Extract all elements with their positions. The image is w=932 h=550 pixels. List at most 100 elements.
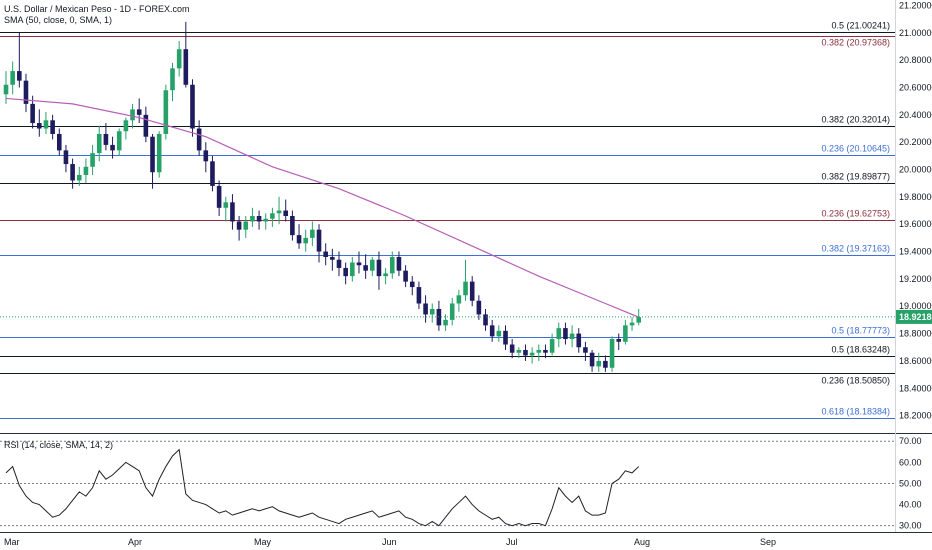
candle-body <box>409 281 415 288</box>
candle-body <box>296 235 302 244</box>
candle-body <box>290 216 295 236</box>
rsi-pane-legend: RSI (14, close, SMA, 14, 2) <box>4 440 113 451</box>
time-tick-label: Jul <box>506 537 518 547</box>
candle-body <box>263 218 269 222</box>
candle-body <box>416 287 422 304</box>
candle-body <box>356 262 362 266</box>
candle-body <box>96 133 102 154</box>
price-tick-label: 19.20000 <box>899 274 932 284</box>
candle-body <box>576 333 582 348</box>
price-tick-label: 20.20000 <box>899 137 932 147</box>
candle-body <box>310 229 315 238</box>
candle-body <box>330 257 335 260</box>
candles-layer <box>3 21 641 372</box>
fib-level-label: 0.382 (20.97368) <box>821 38 890 48</box>
sma-line <box>5 97 639 318</box>
candle-body <box>516 349 522 353</box>
candle-body <box>443 319 448 326</box>
candle-body <box>336 259 342 268</box>
candle-body <box>623 325 628 342</box>
price-tick-label: 19.60000 <box>899 219 932 229</box>
last-price-label: 18.92184 <box>899 312 932 322</box>
candle-body <box>543 349 548 353</box>
candle-body <box>116 131 122 151</box>
rsi-tick-label: 40.00 <box>899 500 922 510</box>
candle-body <box>250 216 255 222</box>
fib-level-label: 0.382 (19.89877) <box>821 172 890 182</box>
time-tick-label: Jun <box>382 537 397 547</box>
candle-body <box>83 166 89 175</box>
candle-body <box>70 164 75 181</box>
fibonacci-levels: 0.5 (21.00241) 0.382 (20.97368) 0.382 (20.… <box>0 21 895 419</box>
candle-body <box>170 68 175 91</box>
fib-level-label: 0.5 (18.63248) <box>831 345 890 355</box>
rsi-tick-label: 50.00 <box>899 478 922 488</box>
candle-body <box>376 259 382 277</box>
price-tick-label: 20.40000 <box>899 110 932 120</box>
fib-level-label: 0.236 (19.62753) <box>821 209 890 219</box>
candle-body <box>456 295 462 304</box>
rsi-tick-label: 60.00 <box>899 457 922 467</box>
candle-body <box>283 210 289 216</box>
price-tick-label: 19.00000 <box>899 301 932 311</box>
rsi-line <box>5 448 640 527</box>
price-tick-label: 20.00000 <box>899 165 932 175</box>
candle-body <box>230 202 235 222</box>
sma-legend: SMA (50, close, 0, SMA, 1) <box>4 15 113 25</box>
candle-body <box>609 339 615 368</box>
candle-body <box>56 133 62 151</box>
candle-body <box>529 352 535 356</box>
candle-body <box>216 185 222 208</box>
candle-body <box>636 317 641 323</box>
time-tick-label: May <box>254 537 272 547</box>
sma-layer <box>5 97 639 318</box>
time-tick-label: Sep <box>760 537 776 547</box>
candle-body <box>563 328 568 340</box>
candle-body <box>43 120 49 129</box>
candle-body <box>350 262 355 277</box>
candle-body <box>210 161 215 186</box>
candle-body <box>37 123 42 129</box>
candle-body <box>30 103 35 124</box>
candle-body <box>423 303 428 315</box>
rsi-pane <box>0 440 895 527</box>
rsi-tick-label: 30.00 <box>899 521 922 531</box>
candle-body <box>569 333 575 340</box>
rsi-legend: RSI (14, close, SMA, 14, 2) <box>4 440 114 450</box>
price-tick-label: 18.80000 <box>899 329 932 339</box>
candle-body <box>276 210 282 214</box>
candle-body <box>323 251 328 258</box>
fib-level-label: 0.236 (20.10645) <box>821 144 890 154</box>
candle-body <box>523 349 528 356</box>
candle-body <box>363 265 368 271</box>
time-tick-label: Apr <box>128 537 142 547</box>
rsi-tick-label: 70.00 <box>899 436 922 446</box>
candle-body <box>130 109 135 121</box>
fib-level-label: 0.5 (18.77773) <box>831 326 890 336</box>
candle-body <box>190 84 195 129</box>
candle-body <box>536 349 542 353</box>
price-tick-label: 21.20000 <box>899 0 932 10</box>
candle-body <box>583 347 588 353</box>
candle-body <box>616 339 622 342</box>
candle-body <box>236 221 242 230</box>
candle-body <box>303 237 308 244</box>
candle-body <box>63 150 69 165</box>
candle-body <box>76 174 82 181</box>
candle-body <box>343 267 348 277</box>
price-tick-label: 18.40000 <box>899 383 932 393</box>
candle-body <box>316 229 322 252</box>
candle-body <box>123 120 129 132</box>
price-tick-label: 19.80000 <box>899 192 932 202</box>
candle-body <box>503 330 508 345</box>
candle-body <box>389 257 395 274</box>
candle-body <box>469 281 475 301</box>
candle-body <box>103 133 109 145</box>
fib-level-label: 0.236 (18.50850) <box>821 376 890 386</box>
candle-body <box>243 221 249 230</box>
candle-body <box>136 109 142 115</box>
candle-body <box>596 360 602 367</box>
candle-body <box>256 216 262 222</box>
candle-body <box>163 90 169 134</box>
